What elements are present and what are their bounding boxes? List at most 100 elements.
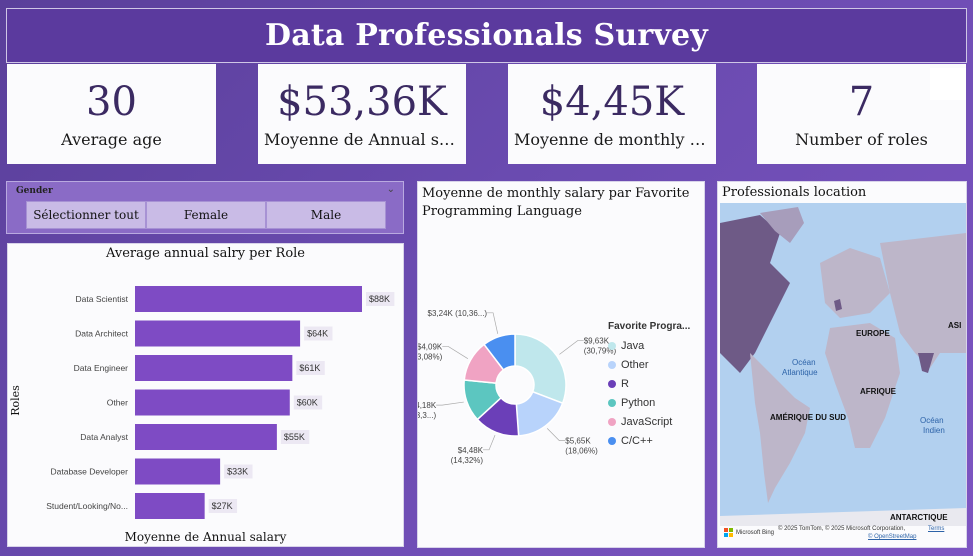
kpi-card-monthly-salary[interactable]: $4,45K Moyenne de monthly salary — [508, 64, 716, 164]
legend-label: JavaScript — [621, 416, 673, 428]
donut-value-label: $4,48K — [458, 446, 484, 455]
dashboard-header: Data Professionals Survey — [6, 8, 967, 63]
kpi-label: Moyenne de monthly salary — [514, 129, 710, 149]
bar-chart-title: Average annual salry per Role — [105, 246, 306, 261]
legend-label: Python — [621, 397, 656, 409]
map-label-europe: EUROPE — [856, 329, 890, 338]
kpi-value: 7 — [848, 78, 875, 125]
legend-item[interactable]: JavaScript — [608, 416, 690, 428]
map-panel[interactable]: Professionals location EUROPE ASI AFRIQU… — [717, 181, 967, 548]
bar-value-label: $55K — [284, 432, 305, 442]
legend-item[interactable]: Python — [608, 397, 690, 409]
south-america-shape — [750, 353, 810, 503]
donut-chart-svg: $9,63K(30,79%) $5,65K(18,06%) $4,48K(14,32… — [418, 309, 617, 465]
bar-value-label: $33K — [227, 467, 248, 477]
legend-swatch — [608, 437, 616, 445]
bar-chart-panel[interactable]: Average annual salry per Role Roles Data… — [7, 243, 404, 547]
legend-title: Favorite Progra... — [608, 321, 691, 332]
kpi-label: Number of roles — [795, 129, 928, 149]
bar-category-label: Database Developer — [51, 467, 129, 477]
world-map[interactable]: EUROPE ASI AFRIQUE AMÉRIQUE DU SUD ANTAR… — [720, 203, 966, 526]
gender-slicer[interactable]: Gender ⌄ Sélectionner tout Female Male — [6, 181, 404, 234]
microsoft-logo-icon — [724, 528, 733, 537]
donut-percent-label: (13,3...) — [418, 411, 436, 420]
bar-chart-xlabel: Moyenne de Annual salary — [124, 530, 287, 544]
donut-slice[interactable] — [514, 333, 567, 405]
donut-legend: Favorite Progra... Java Other R Python JavaS… — [608, 321, 690, 454]
kpi-value: $53,36K — [277, 78, 447, 125]
kpi-card-average-age[interactable]: 30 Average age — [7, 64, 216, 164]
map-osm-link[interactable]: © OpenStreetMap — [868, 534, 917, 540]
legend-item[interactable]: R — [608, 378, 690, 390]
bar-value-label-bg — [293, 395, 323, 410]
bar[interactable] — [135, 320, 301, 347]
bar-value-label-bg — [224, 464, 253, 479]
kpi-value: $4,45K — [539, 78, 685, 125]
map-label-ocean-indian-1: Océan — [920, 416, 944, 425]
donut-slice[interactable] — [483, 333, 516, 371]
legend-swatch — [608, 342, 616, 350]
bar-category-label: Data Architect — [75, 329, 129, 339]
slicer-option-female[interactable]: Female — [146, 201, 266, 229]
donut-value-label: $4,09K — [418, 342, 443, 351]
bar-value-label: $60K — [297, 398, 318, 408]
bar[interactable] — [135, 286, 362, 312]
map-label-south-america: AMÉRIQUE DU SUD — [770, 413, 846, 422]
antarctica-shape — [720, 508, 966, 526]
donut-chart-title: Moyenne de monthly salary par Favorite P… — [422, 186, 690, 219]
bar[interactable] — [135, 424, 277, 450]
kpi-label: Average age — [61, 129, 162, 149]
map-label-ocean-indian-2: Indien — [923, 426, 945, 435]
legend-label: R — [621, 378, 629, 390]
kpi-value: 30 — [86, 78, 137, 125]
donut-value-label: $4,18K — [418, 401, 437, 410]
bar-value-label: $27K — [212, 501, 233, 511]
map-label-africa: AFRIQUE — [860, 387, 897, 396]
donut-percent-label: (30,79%) — [584, 347, 617, 356]
donut-leader-line — [546, 428, 566, 441]
donut-percent-label: (13,08%) — [418, 352, 443, 361]
india-shape — [918, 353, 934, 373]
donut-chart-panel[interactable]: Moyenne de monthly salary par Favorite P… — [417, 181, 705, 548]
legend-item[interactable]: Java — [608, 340, 690, 352]
legend-swatch — [608, 380, 616, 388]
bar-value-label-bg — [296, 361, 325, 375]
legend-swatch — [608, 418, 616, 426]
map-title: Professionals location — [722, 185, 867, 200]
slicer-option-select-all[interactable]: Sélectionner tout — [26, 201, 146, 229]
legend-item[interactable]: Other — [608, 359, 690, 371]
kpi-card-annual-salary[interactable]: $53,36K Moyenne de Annual salary — [258, 64, 466, 164]
slicer-option-male[interactable]: Male — [266, 201, 386, 229]
bar[interactable] — [135, 458, 221, 485]
kpi-label: Moyenne de Annual salary — [264, 129, 460, 149]
asia-shape — [880, 233, 966, 368]
map-copyright: © 2025 TomTom, © 2025 Microsoft Corporat… — [778, 526, 906, 532]
bar-value-label-bg — [208, 499, 238, 513]
blank-tile — [930, 68, 966, 100]
bar-value-label: $61K — [299, 363, 320, 373]
uk-shape — [834, 299, 842, 311]
bar-category-label: Data Engineer — [74, 363, 129, 373]
bar[interactable] — [135, 493, 205, 519]
bar[interactable] — [135, 355, 293, 381]
bar[interactable] — [135, 389, 290, 416]
slicer-title: Gender — [16, 186, 53, 196]
donut-percent-label: (18,06%) — [565, 447, 598, 456]
legend-item[interactable]: C/C++ — [608, 435, 690, 447]
map-terms-link[interactable]: Terms — [928, 526, 945, 532]
legend-swatch — [608, 399, 616, 407]
legend-swatch — [608, 361, 616, 369]
donut-value-label: $3,24K (10,36...) — [428, 309, 488, 318]
chevron-down-icon[interactable]: ⌄ — [386, 184, 395, 195]
bar-category-label: Other — [107, 398, 128, 408]
bar-value-label-bg — [366, 292, 395, 306]
legend-label: Java — [621, 340, 645, 352]
bing-brand: Microsoft Bing — [736, 529, 775, 536]
map-label-asia: ASI — [948, 321, 961, 330]
greenland-shape — [760, 207, 804, 243]
page-title: Data Professionals Survey — [265, 18, 708, 53]
donut-leader-line — [559, 340, 584, 355]
bar-category-label: Student/Looking/No... — [46, 501, 128, 511]
donut-value-label: $9,63K — [584, 337, 610, 346]
africa-shape — [825, 323, 900, 448]
